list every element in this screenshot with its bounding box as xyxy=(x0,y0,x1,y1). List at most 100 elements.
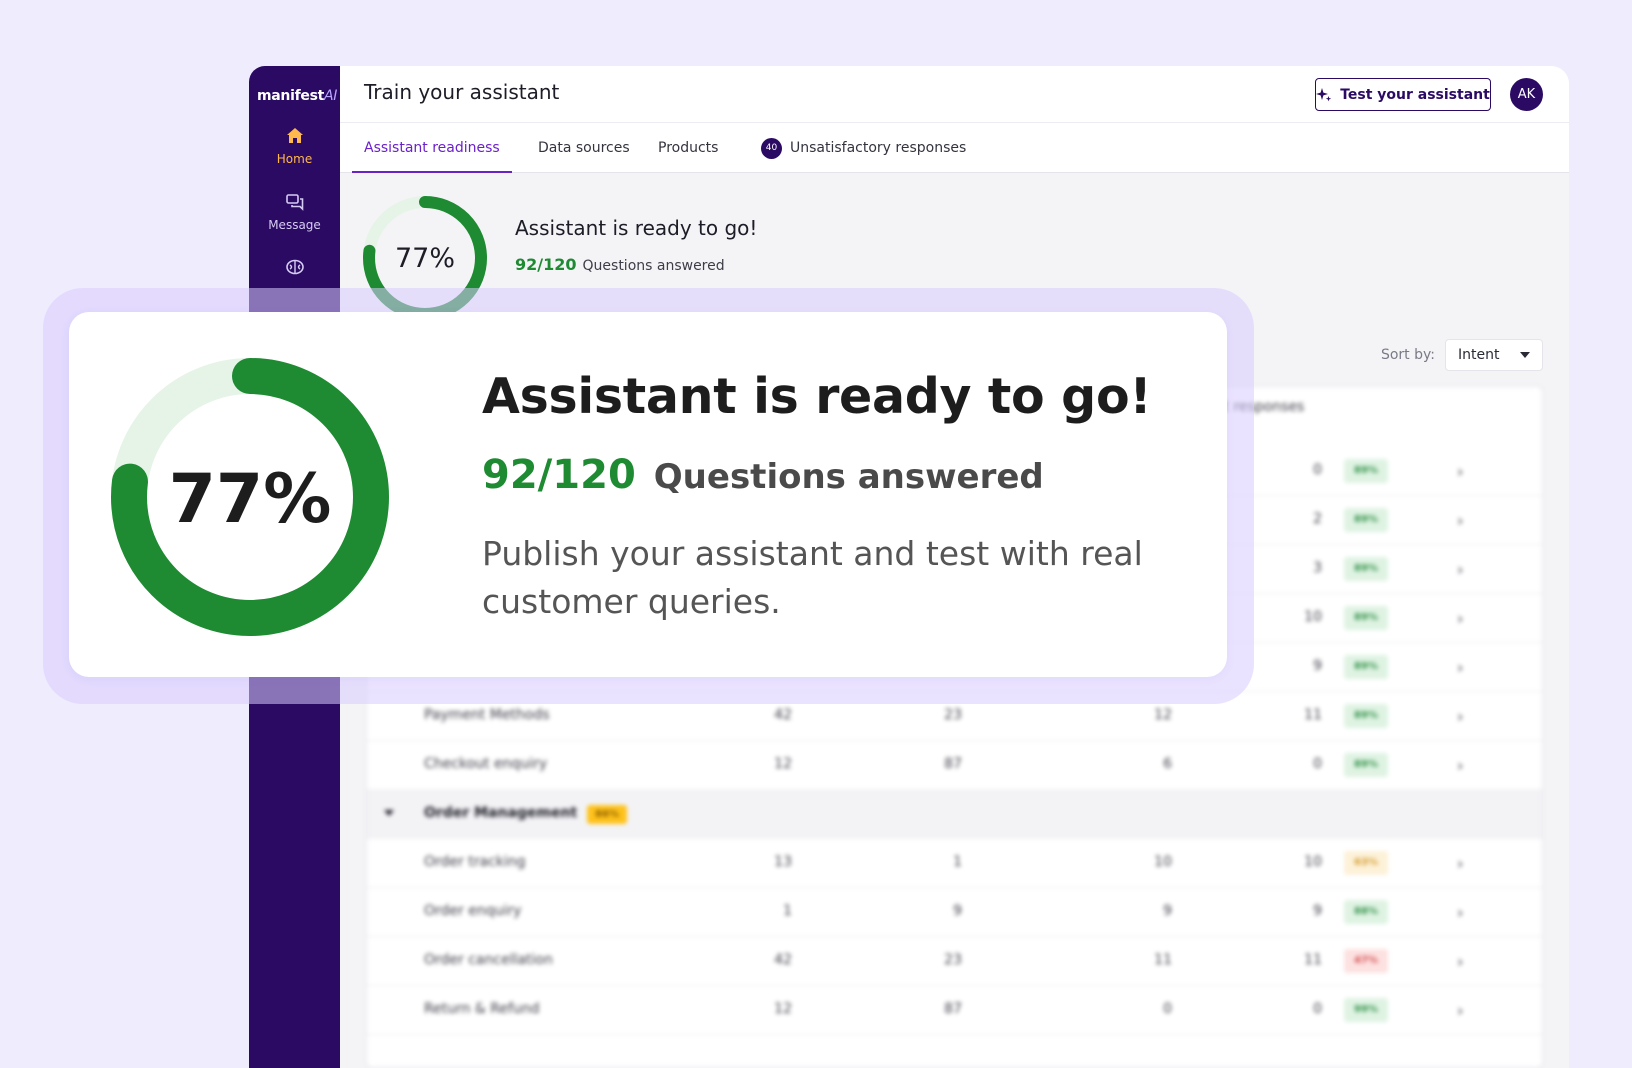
cell-value: 1 xyxy=(922,854,962,870)
readiness-card: 77% Assistant is ready to go! 92/120 Ques… xyxy=(69,312,1227,677)
cell-value: 9 xyxy=(922,903,962,919)
cell-value: 12 xyxy=(752,756,792,772)
answered-count-small: 92/120 xyxy=(515,255,577,274)
incorrect-count: 3 xyxy=(1282,560,1322,576)
readiness-title-small: Assistant is ready to go! xyxy=(515,216,757,240)
chevron-right-icon[interactable]: › xyxy=(1457,560,1463,579)
cell-value: 13 xyxy=(752,854,792,870)
table-row[interactable]: Return & Refund 12 87 0 0 99% › xyxy=(367,986,1542,1035)
readiness-description: Publish your assistant and test with rea… xyxy=(482,530,1172,626)
unsatisfactory-count-badge: 40 xyxy=(761,138,782,159)
cell-value: 0 xyxy=(1132,1001,1172,1017)
chevron-down-icon xyxy=(1520,352,1530,358)
sidebar-item-home[interactable]: Home xyxy=(249,126,340,166)
accuracy-badge: 89% xyxy=(1344,753,1388,777)
cell-value: 9 xyxy=(1132,903,1172,919)
message-icon xyxy=(285,192,305,212)
sort-value: Intent xyxy=(1458,347,1499,363)
readiness-score: 92/120 Questions answered xyxy=(482,452,1044,498)
sidebar-item-message[interactable]: Message xyxy=(249,192,340,232)
tab-products[interactable]: Products xyxy=(646,123,730,173)
cell-value: 23 xyxy=(922,707,962,723)
test-assistant-label: Test your assistant xyxy=(1340,87,1490,103)
group-label: Order Management xyxy=(424,805,577,821)
chevron-right-icon[interactable]: › xyxy=(1457,756,1463,775)
chevron-right-icon[interactable]: › xyxy=(1457,511,1463,530)
tab-assistant-readiness[interactable]: Assistant readiness xyxy=(352,123,512,173)
brain-icon xyxy=(285,258,305,278)
chevron-right-icon[interactable]: › xyxy=(1457,1001,1463,1020)
cell-value: 11 xyxy=(1132,952,1172,968)
table-row[interactable]: Order enquiry 1 9 9 9 88% › xyxy=(367,888,1542,937)
chevron-right-icon[interactable]: › xyxy=(1457,854,1463,873)
answered-label-small: Questions answered xyxy=(583,258,725,274)
topbar: Train your assistant Test your assistant… xyxy=(340,66,1569,123)
incorrect-count: 10 xyxy=(1282,854,1322,870)
logo-text: manifest xyxy=(257,88,324,104)
table-group-row[interactable]: Order Management 86% xyxy=(367,790,1542,839)
chevron-right-icon[interactable]: › xyxy=(1457,903,1463,922)
accuracy-badge: 63% xyxy=(1344,851,1388,875)
intent-name: Checkout enquiry xyxy=(424,756,547,772)
intent-name: Order tracking xyxy=(424,854,526,870)
incorrect-count: 2 xyxy=(1282,511,1322,527)
chevron-right-icon[interactable]: › xyxy=(1457,462,1463,481)
intent-name: Order cancellation xyxy=(424,952,553,968)
intent-name: Payment Methods xyxy=(424,707,550,723)
incorrect-count: 0 xyxy=(1282,462,1322,478)
cell-value: 23 xyxy=(922,952,962,968)
readiness-ring-large: 77% xyxy=(105,352,395,642)
readiness-percent-large: 77% xyxy=(169,460,332,539)
sort-select[interactable]: Intent xyxy=(1445,339,1543,371)
readiness-score-small: 92/120 Questions answered xyxy=(515,255,725,274)
cell-value: 42 xyxy=(752,707,792,723)
chevron-down-icon[interactable] xyxy=(384,810,394,816)
accuracy-badge: 89% xyxy=(1344,655,1388,679)
chevron-right-icon[interactable]: › xyxy=(1457,707,1463,726)
table-row[interactable]: Checkout enquiry 12 87 6 0 89% › xyxy=(367,741,1542,790)
cell-value: 42 xyxy=(752,952,792,968)
cell-value: 6 xyxy=(1132,756,1172,772)
table-row[interactable]: Order cancellation 42 23 11 11 47% › xyxy=(367,937,1542,986)
answered-label: Questions answered xyxy=(654,457,1044,497)
incorrect-count: 0 xyxy=(1282,1001,1322,1017)
accuracy-badge: 89% xyxy=(1344,459,1388,483)
readiness-title: Assistant is ready to go! xyxy=(482,368,1151,425)
sort-control: Sort by: Intent xyxy=(1381,339,1543,371)
tab-label: Unsatisfactory responses xyxy=(790,140,966,156)
cell-value: 12 xyxy=(752,1001,792,1017)
cell-value: 10 xyxy=(1132,854,1172,870)
table-row[interactable]: Order tracking 13 1 10 10 63% › xyxy=(367,839,1542,888)
home-icon xyxy=(285,126,305,146)
cell-value: 1 xyxy=(752,903,792,919)
logo: manifestAI xyxy=(257,88,337,104)
chevron-right-icon[interactable]: › xyxy=(1457,658,1463,677)
answered-count: 92/120 xyxy=(482,452,636,498)
chevron-right-icon[interactable]: › xyxy=(1457,609,1463,628)
sparkle-icon xyxy=(1316,87,1332,103)
group-name: Order Management 86% xyxy=(424,805,627,824)
sidebar-item-label: Message xyxy=(268,218,321,232)
accuracy-badge: 89% xyxy=(1344,557,1388,581)
sidebar-item-label: Home xyxy=(277,152,312,166)
group-badge: 86% xyxy=(587,805,627,824)
cell-value: 87 xyxy=(922,756,962,772)
cell-value: 12 xyxy=(1132,707,1172,723)
intent-name: Order enquiry xyxy=(424,903,521,919)
chevron-right-icon[interactable]: › xyxy=(1457,952,1463,971)
accuracy-badge: 89% xyxy=(1344,508,1388,532)
incorrect-count: 11 xyxy=(1282,707,1322,723)
tab-unsatisfactory-responses[interactable]: 40 Unsatisfactory responses xyxy=(749,123,978,173)
incorrect-count: 0 xyxy=(1282,756,1322,772)
incorrect-count: 9 xyxy=(1282,658,1322,674)
page-title: Train your assistant xyxy=(364,80,559,104)
incorrect-count: 10 xyxy=(1282,609,1322,625)
cell-value: 87 xyxy=(922,1001,962,1017)
tab-data-sources[interactable]: Data sources xyxy=(526,123,642,173)
readiness-percent-small: 77% xyxy=(395,243,455,274)
sidebar-item-training[interactable] xyxy=(249,258,340,284)
accuracy-badge: 88% xyxy=(1344,900,1388,924)
test-assistant-button[interactable]: Test your assistant xyxy=(1315,78,1491,111)
avatar[interactable]: AK xyxy=(1510,78,1543,111)
accuracy-badge: 89% xyxy=(1344,606,1388,630)
